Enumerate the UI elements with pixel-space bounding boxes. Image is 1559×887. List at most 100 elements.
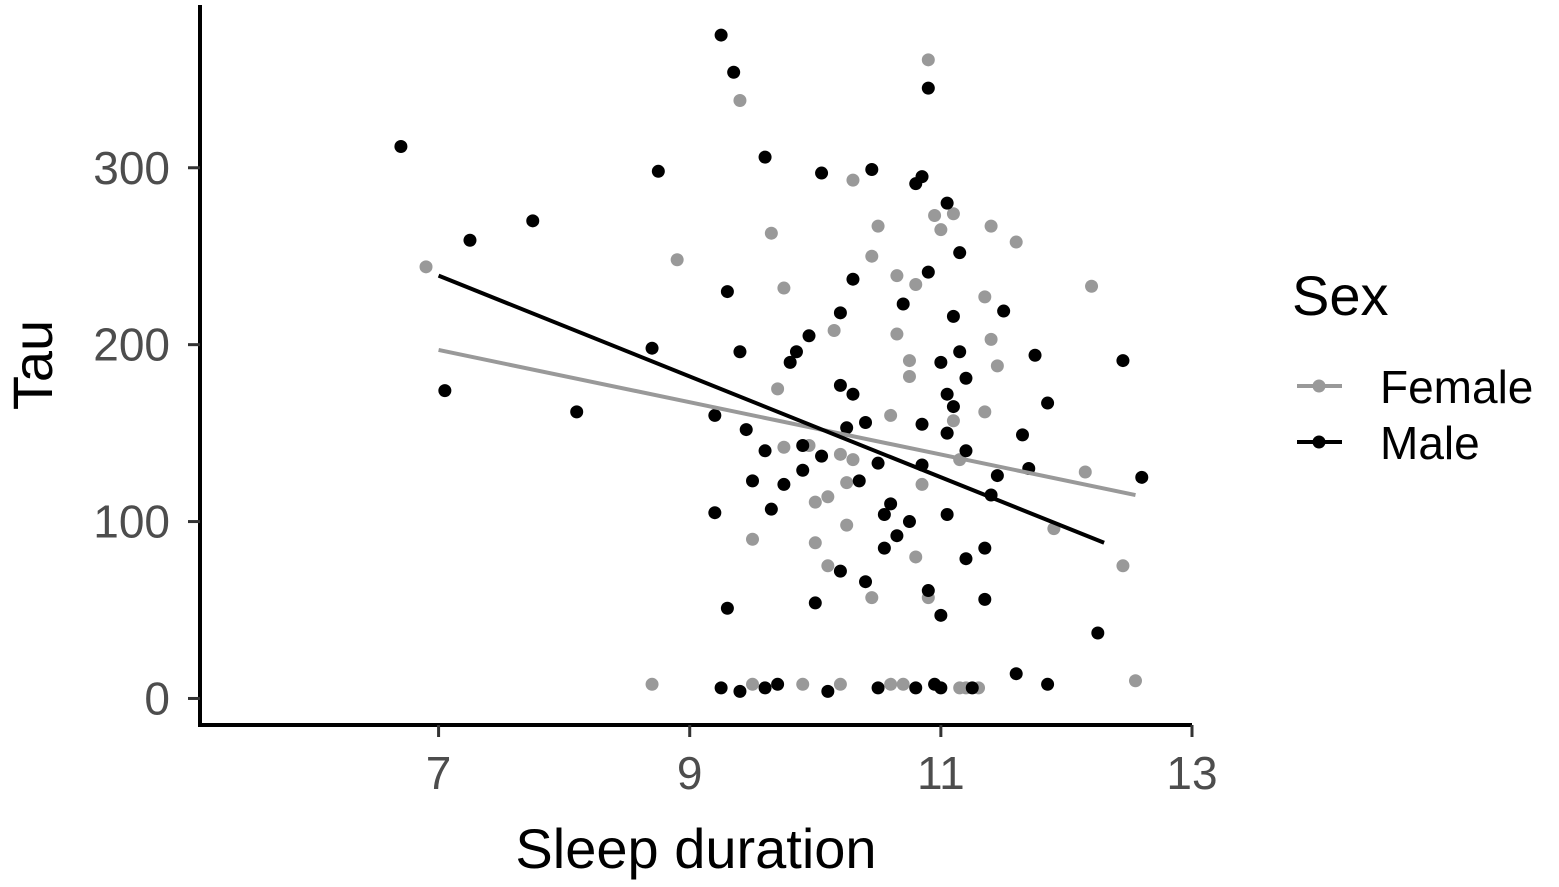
male-point [997,304,1011,318]
female-point [808,495,822,509]
male-point [720,285,734,299]
male-point [796,463,810,477]
female-point [846,173,860,187]
male-point [1135,470,1149,484]
female-point [764,226,778,240]
male-point [720,601,734,615]
male-point [645,341,659,355]
female-point [865,249,879,263]
male-point [877,507,891,521]
male-point [1028,348,1042,362]
female-point [1116,559,1130,573]
y-tick-label: 300 [93,142,170,194]
female-point [746,532,760,546]
female-point [771,382,785,396]
male-point [777,477,791,491]
male-point [859,575,873,589]
male-trend-line [437,273,1105,545]
female-point [884,408,898,422]
male-point [526,214,540,228]
female-point [921,53,935,67]
chart-marks [394,28,1149,698]
male-point [1041,677,1055,691]
female-point [777,281,791,295]
female-point [934,223,948,237]
male-point [871,681,885,695]
female-point [733,94,747,108]
female-point [978,405,992,419]
male-point [764,502,778,516]
female-point [846,453,860,467]
male-point [846,272,860,286]
female-point [984,219,998,233]
male-point [808,596,822,610]
male-point [789,345,803,359]
male-point [990,469,1004,483]
male-point [852,474,866,488]
male-point [846,387,860,401]
female-point [902,369,916,383]
male-point [915,170,929,184]
male-point [739,423,753,437]
male-point [978,592,992,606]
male-point [833,306,847,320]
male-point [940,426,954,440]
male-point [902,515,916,529]
male-point [1009,667,1023,681]
male-point [758,444,772,458]
male-point [394,140,408,154]
legend-label-female: Female [1380,361,1533,413]
male-point [909,681,923,695]
male-point [833,378,847,392]
male-point [733,684,747,698]
y-tick-label: 200 [93,319,170,371]
male-point [758,150,772,164]
male-point [1041,396,1055,410]
female-point [808,536,822,550]
female-point [865,591,879,605]
male-point [934,681,948,695]
female-point [796,677,810,691]
male-point [959,371,973,385]
female-point [746,677,760,691]
male-point [1015,428,1029,442]
male-point [940,196,954,210]
male-point [871,456,885,470]
female-point [915,477,929,491]
female-point [821,490,835,504]
male-point [708,506,722,520]
female-point [840,518,854,532]
male-point [946,400,960,414]
male-point [877,541,891,555]
male-point [965,681,979,695]
female-point [978,290,992,304]
legend-title: Sex [1292,264,1389,327]
female-point [896,677,910,691]
male-point [934,608,948,622]
female-point [909,550,923,564]
female-point [946,207,960,221]
female-point [840,476,854,490]
male-point [959,444,973,458]
male-point [921,584,935,598]
female-point [419,260,433,274]
male-point [896,297,910,311]
male-point [1091,626,1105,640]
male-point [815,449,829,463]
female-point [777,440,791,454]
female-point [909,278,923,292]
male-point [714,681,728,695]
female-point [990,359,1004,373]
x-tick-label: 7 [426,747,452,799]
male-point [796,438,810,452]
male-point [771,677,785,691]
female-point [946,414,960,428]
female-point [1078,465,1092,479]
male-point [940,507,954,521]
male-point [758,681,772,695]
female-point [833,677,847,691]
x-tick-label: 11 [917,747,965,799]
female-point [1009,235,1023,249]
